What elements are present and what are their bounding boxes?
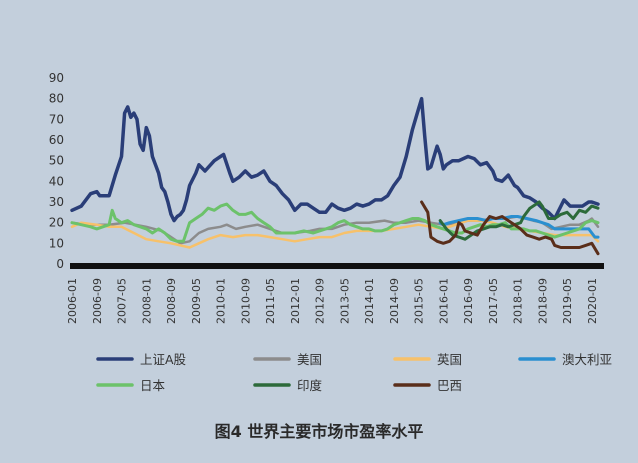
x-tick-label: 2020-01 [586, 278, 599, 324]
legend-label: 澳大利亚 [562, 352, 612, 367]
x-tick-label: 2013-05 [338, 278, 351, 324]
x-tick-label: 2012-09 [314, 278, 327, 324]
x-tick-label: 2007-05 [116, 278, 129, 324]
y-tick-label: 10 [49, 236, 64, 250]
legend-label: 上证A股 [140, 352, 187, 367]
x-tick-label: 2019-05 [561, 278, 574, 324]
x-tick-label: 2016-09 [462, 278, 475, 324]
x-axis-baseline [70, 263, 604, 269]
x-tick-label: 2012-01 [289, 278, 302, 324]
x-tick-label: 2009-05 [190, 278, 203, 324]
y-tick-label: 70 [49, 112, 64, 126]
y-tick-label: 50 [49, 154, 64, 168]
series-line [438, 215, 600, 239]
x-tick-label: 2014-01 [363, 278, 376, 324]
series-line [438, 200, 600, 241]
x-tick-label: 2014-09 [388, 278, 401, 324]
x-tick-label: 2015-05 [413, 278, 426, 324]
y-tick-label: 90 [49, 71, 64, 85]
x-tick-label: 2006-09 [91, 278, 104, 324]
series-layer [70, 96, 600, 256]
series-line [70, 202, 600, 243]
y-tick-label: 0 [56, 257, 64, 271]
x-axis: 2006-01 2006-09 2007-05 2008-01 2008-09 2009-… [66, 278, 599, 324]
series-line [70, 96, 600, 223]
y-tick-label: 30 [49, 195, 64, 209]
legend-label: 日本 [140, 378, 166, 393]
x-tick-label: 2010-09 [239, 278, 252, 324]
x-tick-label: 2011-05 [264, 278, 277, 324]
y-tick-label: 80 [49, 92, 64, 106]
x-tick-label: 2018-09 [536, 278, 549, 324]
chart-caption: 图4 世界主要市场市盈率水平 [214, 422, 424, 441]
legend-label: 美国 [297, 352, 322, 367]
series-line [420, 200, 600, 256]
legend-label: 印度 [297, 378, 323, 393]
x-tick-label: 2006-01 [66, 278, 79, 324]
y-axis: 0 10 20 30 40 50 60 70 80 90 [49, 71, 64, 271]
x-tick-label: 2018-01 [512, 278, 525, 324]
y-tick-label: 60 [49, 133, 64, 147]
x-tick-label: 2008-01 [140, 278, 153, 324]
y-tick-label: 40 [49, 174, 64, 188]
x-tick-label: 2016-01 [437, 278, 450, 324]
legend-label: 英国 [437, 352, 462, 367]
y-tick-label: 20 [49, 216, 64, 230]
baseline-layer [70, 263, 604, 269]
x-tick-label: 2017-05 [487, 278, 500, 324]
legend-label: 巴西 [437, 378, 462, 393]
x-tick-label: 2010-01 [215, 278, 228, 324]
x-tick-label: 2008-09 [165, 278, 178, 324]
